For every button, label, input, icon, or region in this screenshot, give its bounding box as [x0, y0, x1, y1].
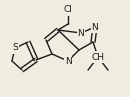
- Text: N: N: [92, 23, 98, 32]
- Text: N: N: [65, 56, 71, 65]
- Text: N: N: [78, 29, 84, 38]
- Text: S: S: [12, 43, 18, 52]
- Text: Cl: Cl: [64, 6, 72, 14]
- Text: CH: CH: [92, 52, 105, 61]
